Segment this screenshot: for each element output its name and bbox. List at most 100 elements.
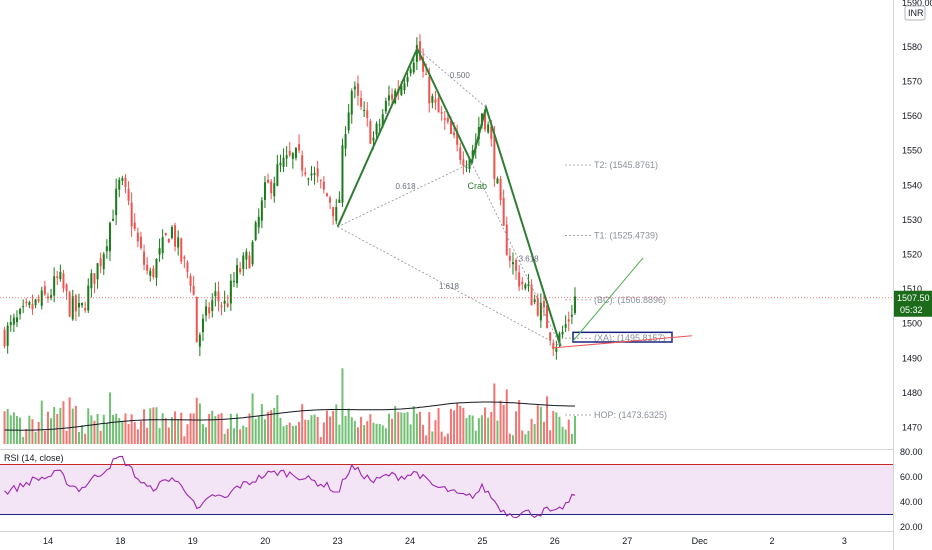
- last-price-badge: [894, 290, 932, 317]
- candle-body: [270, 181, 273, 194]
- volume-bar: [298, 421, 301, 444]
- candle-body: [90, 273, 93, 289]
- candle-body: [279, 162, 282, 166]
- candle-body: [155, 259, 158, 278]
- volume-bar: [118, 417, 121, 444]
- candle-body: [456, 130, 459, 145]
- candle-body: [378, 124, 381, 126]
- volume-bar: [496, 420, 499, 444]
- price-tick-label: 1500: [902, 319, 922, 329]
- candle-body: [248, 255, 251, 269]
- currency-badge[interactable]: [904, 5, 926, 21]
- candle-body: [418, 41, 421, 61]
- support-trendline[interactable]: [552, 335, 693, 349]
- candle-body: [229, 280, 232, 304]
- volume-bar: [81, 425, 84, 444]
- volume-bar: [453, 410, 456, 444]
- candle-body: [468, 158, 471, 169]
- candle-body: [267, 179, 270, 183]
- volume-bar: [40, 400, 43, 444]
- volume-bar: [319, 437, 322, 444]
- volume-bar: [471, 415, 474, 444]
- candle-body: [93, 273, 96, 284]
- candle-body: [127, 188, 130, 201]
- volume-bar: [25, 428, 28, 444]
- candle-body: [533, 299, 536, 303]
- volume-bar: [412, 406, 415, 444]
- volume-bar: [449, 408, 452, 444]
- price-tick-label: 1560: [902, 111, 922, 121]
- volume-bar: [158, 428, 161, 444]
- date-tick-label: 14: [43, 536, 53, 546]
- volume-bar: [217, 414, 220, 444]
- volume-bar: [279, 417, 282, 444]
- volume-bar: [493, 383, 496, 444]
- candle-body: [338, 199, 341, 203]
- candle-body: [115, 188, 118, 216]
- price-tick-label: 1520: [902, 250, 922, 260]
- candle-body: [412, 62, 415, 73]
- candle-body: [350, 91, 353, 115]
- candle-body: [263, 182, 266, 201]
- volume-bar: [443, 436, 446, 444]
- volume-bar: [505, 389, 508, 444]
- date-tick-label: 2: [769, 536, 774, 546]
- candle-body: [245, 251, 248, 260]
- candle-body: [189, 276, 192, 286]
- volume-bar: [465, 418, 468, 444]
- projection-line[interactable]: [572, 257, 644, 342]
- candle-body: [167, 239, 170, 243]
- volume-bar: [133, 422, 136, 444]
- volume-bars: [3, 368, 576, 444]
- rsi-tick-label: 20.00: [900, 522, 923, 532]
- price-tick-label: 1490: [902, 353, 922, 363]
- candle-body: [431, 96, 434, 103]
- volume-bar: [301, 404, 304, 444]
- rsi-tick-label: 40.00: [900, 497, 923, 507]
- volume-bar: [177, 419, 180, 444]
- volume-bar: [93, 420, 96, 444]
- candle-body: [415, 45, 418, 62]
- candle-body: [356, 83, 359, 96]
- date-tick-label: 24: [405, 536, 415, 546]
- volume-bar: [511, 435, 514, 444]
- volume-bar: [115, 413, 118, 444]
- rsi-pane[interactable]: 80.00 60.00 40.00 20.00: [0, 447, 923, 532]
- volume-bar: [285, 424, 288, 444]
- volume-bar: [530, 418, 533, 444]
- candle-body: [164, 233, 167, 235]
- candle-body: [174, 225, 177, 247]
- candle-body: [74, 295, 77, 312]
- volume-bar: [239, 429, 242, 444]
- volume-bar: [347, 408, 350, 444]
- candle-body: [201, 318, 204, 333]
- candle-body: [363, 110, 366, 112]
- candle-body: [177, 237, 180, 248]
- volume-bar: [19, 417, 22, 444]
- pattern-ratio-label: 0.618: [396, 182, 417, 191]
- volume-bar: [440, 431, 443, 444]
- price-candles[interactable]: [3, 34, 576, 360]
- date-tick-label: 27: [622, 536, 632, 546]
- candle-body: [518, 272, 521, 287]
- candle-body: [409, 69, 412, 74]
- volume-bar: [90, 415, 93, 444]
- volume-bar: [164, 418, 167, 444]
- volume-bar: [394, 406, 397, 444]
- volume-bar: [353, 421, 356, 444]
- volume-bar: [68, 397, 71, 444]
- candle-body: [387, 95, 390, 101]
- candle-body: [490, 126, 493, 139]
- volume-bar: [232, 428, 235, 444]
- volume-bar: [189, 413, 192, 444]
- candle-body: [542, 301, 545, 308]
- candle-body: [508, 255, 511, 261]
- harmonic-pattern[interactable]: 0.500 0.618 3.618 1.618 Crab T2: (1545.8761) T…: [336, 46, 693, 420]
- candle-body: [530, 284, 533, 306]
- rsi-line[interactable]: [4, 455, 576, 519]
- candle-body: [84, 307, 87, 311]
- candle-body: [273, 183, 276, 197]
- candle-body: [40, 290, 43, 306]
- candle-body: [143, 251, 146, 265]
